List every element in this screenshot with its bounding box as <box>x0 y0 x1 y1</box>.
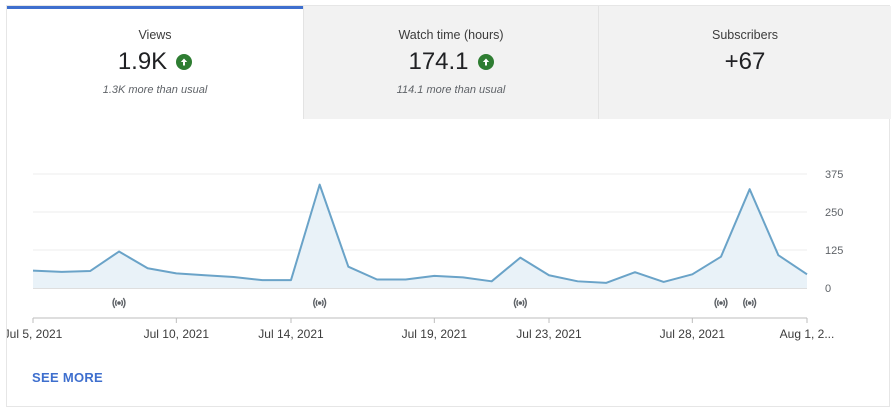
data-point[interactable] <box>689 271 695 277</box>
x-tick-label: Jul 23, 2021 <box>516 327 582 341</box>
tab-comparison: 114.1 more than usual <box>396 84 506 96</box>
tab-watch-time[interactable]: Watch time (hours) 174.1 114.1 more than… <box>303 6 598 119</box>
y-tick-label: 250 <box>825 207 843 219</box>
live-stream-icon[interactable] <box>312 297 327 309</box>
data-point[interactable] <box>87 268 93 274</box>
data-point[interactable] <box>804 271 810 277</box>
data-point[interactable] <box>718 254 724 260</box>
tab-value: 174.1 <box>408 48 469 75</box>
analytics-card: Views 1.9K 1.3K more than usual Watch ti… <box>6 5 891 407</box>
tab-comparison: 1.3K more than usual <box>102 84 208 96</box>
x-tick-label: Jul 28, 2021 <box>660 327 726 341</box>
data-point[interactable] <box>59 269 65 275</box>
data-point[interactable] <box>489 278 495 284</box>
data-point[interactable] <box>173 270 179 276</box>
y-tick-label: 125 <box>825 245 843 257</box>
live-stream-icon[interactable] <box>112 297 126 309</box>
data-point[interactable] <box>345 264 351 270</box>
data-point[interactable] <box>632 269 638 275</box>
data-point[interactable] <box>288 277 294 283</box>
data-point[interactable] <box>431 273 437 279</box>
tab-label: Watch time (hours) <box>398 28 504 42</box>
data-point[interactable] <box>202 272 208 278</box>
data-point[interactable] <box>231 274 237 280</box>
series-line <box>32 183 808 284</box>
x-tick-label: Aug 1, 2... <box>780 327 835 341</box>
data-point[interactable] <box>546 272 552 278</box>
tab-value: +67 <box>724 48 766 75</box>
x-tick-label: Jul 5, 2021 <box>7 327 63 341</box>
metric-tabs: Views 1.9K 1.3K more than usual Watch ti… <box>7 6 891 119</box>
tab-value-row: +67 <box>599 48 891 76</box>
trend-up-icon <box>176 54 193 70</box>
y-tick-label: 375 <box>825 169 843 181</box>
data-point[interactable] <box>775 252 781 258</box>
tab-label: Subscribers <box>712 28 778 42</box>
data-point[interactable] <box>317 182 323 188</box>
data-point[interactable] <box>603 280 609 286</box>
active-tab-indicator <box>7 6 303 9</box>
data-point[interactable] <box>403 276 409 282</box>
trend-up-icon <box>477 54 494 70</box>
x-tick-label: Jul 19, 2021 <box>402 327 468 341</box>
series-area <box>33 184 807 288</box>
line-chart: 375 250 125 0 Jul 5, 2021 Jul 10, 2021 Jul 14,… <box>7 169 843 341</box>
data-point[interactable] <box>374 276 380 282</box>
y-tick-label: 0 <box>825 283 831 295</box>
data-point[interactable] <box>30 268 36 274</box>
views-chart: 375 250 125 0 Jul 5, 2021 Jul 10, 2021 Jul 14,… <box>7 166 891 346</box>
data-point[interactable] <box>747 186 753 192</box>
tab-value-row: 1.9K <box>7 48 303 76</box>
x-tick-label: Jul 14, 2021 <box>258 327 324 341</box>
data-point[interactable] <box>259 277 265 283</box>
x-tick-label: Jul 10, 2021 <box>144 327 210 341</box>
tab-value: 1.9K <box>117 48 168 75</box>
live-stream-icon[interactable] <box>513 297 528 309</box>
live-stream-icon[interactable] <box>714 297 728 309</box>
data-point[interactable] <box>517 255 523 261</box>
tab-label: Views <box>138 28 172 42</box>
data-point[interactable] <box>145 265 151 271</box>
data-point[interactable] <box>116 249 122 255</box>
data-point[interactable] <box>575 278 581 284</box>
live-stream-icon[interactable] <box>742 297 757 309</box>
tab-subscribers[interactable]: Subscribers +67 <box>598 6 891 119</box>
tab-value-row: 174.1 <box>304 48 598 76</box>
see-more-link[interactable]: SEE MORE <box>32 370 104 385</box>
data-point[interactable] <box>460 274 466 280</box>
tab-views[interactable]: Views 1.9K 1.3K more than usual <box>7 6 303 119</box>
data-point[interactable] <box>661 279 667 285</box>
